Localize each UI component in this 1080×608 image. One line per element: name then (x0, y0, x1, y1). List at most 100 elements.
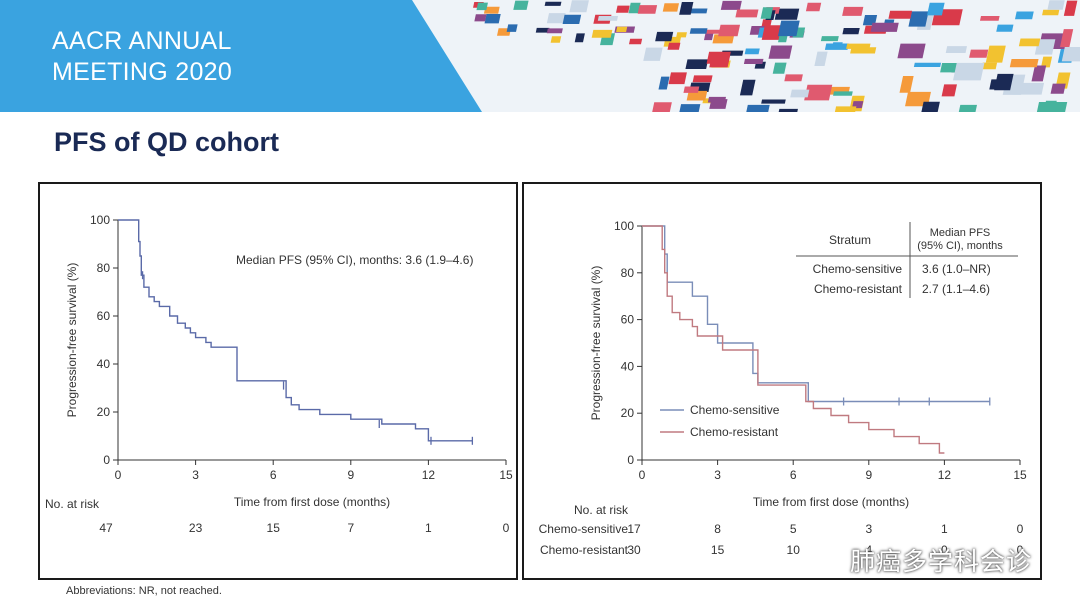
mosaic-tile (574, 33, 585, 43)
mosaic-tile (1063, 0, 1078, 16)
mosaic-tile (743, 58, 764, 65)
y-tick-label: 100 (614, 219, 634, 233)
mosaic-tile (744, 48, 760, 55)
risk-value: 15 (267, 521, 281, 535)
mosaic-tile (790, 89, 810, 98)
risk-value: 0 (1017, 522, 1024, 536)
risk-value: 0 (1017, 543, 1024, 557)
mosaic-tile (707, 96, 727, 103)
mosaic-tile (760, 7, 774, 19)
x-axis-label: Time from first dose (months) (234, 495, 390, 509)
meeting-title-line1: AACR ANNUAL (52, 27, 232, 55)
mosaic-tile (628, 2, 641, 14)
mosaic-tile (1014, 11, 1034, 20)
mosaic-tile (832, 106, 857, 112)
median-table-header-stratum: Stratum (829, 233, 871, 247)
risk-value: 3 (865, 522, 872, 536)
mosaic-tile (768, 45, 793, 59)
y-tick-label: 0 (103, 453, 110, 467)
mosaic-tile (735, 9, 759, 18)
mosaic-tile (888, 10, 913, 19)
chart-panel-stratified: 0 20 40 60 80 100 0 3 6 9 12 15 Progression-free sur… (522, 182, 1042, 580)
mosaic-tile (985, 45, 1006, 63)
mosaic-tile (842, 28, 860, 35)
mosaic-tile (850, 47, 877, 54)
risk-value: 8 (714, 522, 721, 536)
mosaic-tile (720, 0, 742, 10)
header-banner: AACR ANNUAL MEETING 2020 (0, 0, 1080, 112)
median-pfs-annotation: Median PFS (95% CI), months: 3.6 (1.9–4.… (236, 253, 473, 267)
risk-row-name: Chemo-sensitive (539, 522, 629, 536)
mosaic-tile (1012, 82, 1045, 95)
mosaic-tile (957, 104, 978, 112)
mosaic-tile (953, 62, 985, 81)
x-tick-label: 0 (639, 468, 646, 482)
mosaic-tile (679, 2, 694, 15)
risk-value: 5 (790, 522, 797, 536)
median-table-header-pfs: Median PFS (930, 227, 991, 239)
mosaic-tile (597, 16, 618, 21)
legend-label: Chemo-sensitive (690, 403, 780, 417)
risk-value: 1 (425, 521, 432, 535)
risk-value: 30 (627, 543, 641, 557)
x-tick-label: 15 (499, 468, 513, 482)
mosaic-tile (1009, 59, 1039, 68)
mosaic-tile (652, 102, 672, 112)
risk-row-name: Chemo-resistant (540, 543, 629, 557)
chart-panel-overall: 0 20 40 60 80 100 0 3 6 9 12 15 Progression-free sur… (38, 182, 518, 580)
mosaic-tile (1042, 100, 1057, 112)
watermark-text: 肺癌多学科会诊 (850, 548, 1033, 576)
mosaic-tile (1040, 56, 1053, 68)
mosaic-tile (692, 75, 713, 83)
mosaic-tile (1059, 29, 1074, 48)
risk-value: 1 (941, 522, 948, 536)
mosaic-tile (546, 28, 563, 34)
mosaic-tile (913, 62, 942, 68)
x-tick-label: 3 (192, 468, 199, 482)
mosaic-tile (745, 104, 770, 112)
y-tick-label: 40 (621, 359, 635, 373)
mosaic-tile (870, 22, 899, 32)
mosaic-tile (994, 73, 1014, 91)
risk-value: 10 (787, 543, 801, 557)
mosaic-tile (1061, 47, 1080, 62)
mosaic-tile (705, 29, 723, 34)
mosaic-tile (535, 27, 550, 33)
legend-label: Chemo-resistant (690, 425, 779, 439)
mosaic-tile (842, 6, 864, 16)
mosaic-tile (945, 46, 968, 53)
median-table-stratum: Chemo-sensitive (813, 262, 903, 276)
mosaic-tile (544, 1, 562, 6)
mosaic-tile (628, 38, 643, 45)
x-tick-label: 15 (1013, 468, 1027, 482)
mosaic-tile (831, 42, 843, 49)
risk-value: 47 (99, 521, 113, 535)
mosaic-tile (686, 90, 708, 101)
mosaic-tile (1018, 38, 1041, 47)
x-tick-label: 9 (865, 468, 872, 482)
mosaic-tile (833, 91, 853, 96)
km-chart-overall: 0 20 40 60 80 100 0 3 6 9 12 15 Progression-free sur… (45, 213, 513, 535)
mosaic-tile (1034, 39, 1056, 55)
mosaic-tile (761, 99, 786, 104)
mosaic-tile (1050, 83, 1066, 94)
mosaic-tile (979, 16, 1000, 21)
mosaic-tile (476, 2, 488, 11)
mosaic-tile (483, 6, 500, 14)
x-tick-label: 6 (790, 468, 797, 482)
y-tick-label: 80 (621, 266, 635, 280)
x-tick-label: 12 (422, 468, 436, 482)
mosaic-tile (685, 59, 709, 70)
mosaic-tile (706, 51, 731, 64)
mosaic-tile (689, 28, 708, 34)
y-tick-label: 80 (97, 261, 111, 275)
mosaic-tile (772, 62, 787, 74)
risk-value: 0 (941, 543, 948, 557)
mosaic-tile (777, 20, 800, 37)
mosaic-tile (643, 47, 663, 61)
median-table-value: 3.6 (1.0–NR) (922, 262, 991, 276)
mosaic-tile (679, 104, 701, 112)
mosaic-tile (562, 14, 582, 24)
mosaic-tile (784, 74, 803, 82)
mosaic-tile (941, 84, 957, 97)
